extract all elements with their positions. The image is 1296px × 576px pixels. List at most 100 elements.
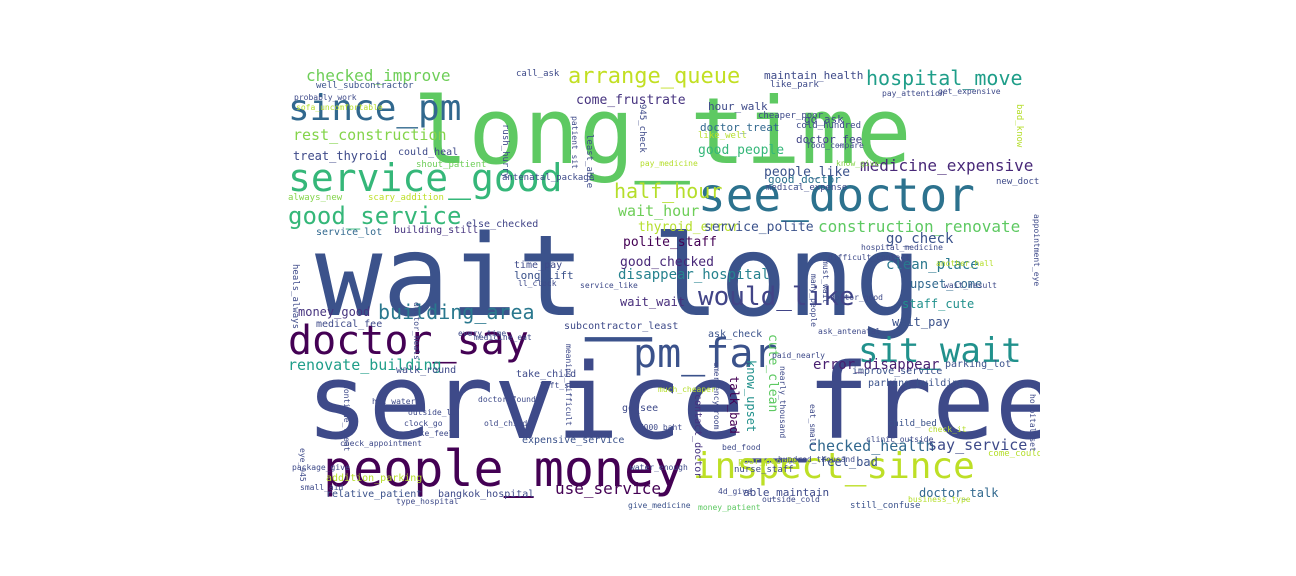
word: least_able — [584, 134, 594, 189]
word: cheaper_poor — [758, 111, 824, 121]
word: like_well — [698, 131, 747, 141]
word: upset_come — [910, 277, 983, 291]
word: type_hospital — [396, 497, 459, 506]
word: new_doctor — [996, 177, 1040, 187]
word: go_check — [886, 231, 954, 247]
word: small_aid — [300, 483, 344, 492]
word: doctor_talk — [919, 486, 999, 500]
word: doctor_say — [288, 318, 529, 364]
word: well_subcontractor — [316, 81, 414, 91]
word: appointment_eye — [1032, 214, 1040, 287]
word: good_people — [698, 143, 785, 158]
word: another_hall — [936, 259, 994, 268]
word: subcontractor_least — [564, 321, 679, 332]
word: hundred_thousand — [778, 455, 856, 464]
word: time_pay — [514, 260, 563, 271]
word: thyroid_error — [638, 220, 740, 235]
word: construction_renovate — [818, 217, 1021, 236]
word: like_feel — [410, 429, 454, 438]
word: doctor_good — [830, 293, 883, 302]
word: medical_expense — [766, 183, 848, 193]
word: wait_result — [944, 281, 997, 290]
word: 4d_give — [718, 487, 752, 496]
word: go_see — [622, 403, 659, 414]
word: outside_cold — [762, 495, 820, 504]
word: lift_scary — [540, 381, 589, 390]
word: eat_small — [808, 404, 817, 448]
word: every_time — [458, 329, 507, 338]
word: medicine_eat — [474, 333, 532, 342]
word: renovate_building — [288, 356, 442, 374]
word: emergency_room — [712, 362, 721, 430]
word: many_people — [809, 274, 818, 327]
word: antenatal_package — [502, 173, 595, 183]
word: disappear_hospital — [618, 267, 770, 283]
word: rest_construction — [293, 126, 447, 144]
word: old_child — [484, 419, 528, 428]
word: could_heal — [398, 147, 459, 158]
word: else_checked — [466, 219, 539, 230]
word: 17000_baht — [634, 423, 683, 432]
word: clinic_outside — [866, 435, 934, 444]
word: hospital_set — [1028, 394, 1037, 452]
word: service_like — [580, 281, 638, 290]
word: walk_round — [396, 365, 457, 376]
word: money_good — [298, 305, 371, 319]
word: come_frustrate — [576, 93, 686, 108]
word: half_hour — [614, 179, 723, 203]
word: addition_parking — [326, 473, 423, 484]
word: continue_treat — [342, 384, 351, 452]
word: inspect_since — [693, 446, 975, 487]
word: able_maintain — [743, 486, 830, 499]
word: relative_patient — [326, 489, 423, 500]
word: maintain_health — [764, 69, 864, 82]
word: know_give — [836, 159, 880, 168]
word: ask_check — [708, 329, 763, 340]
word: ask_antenatal — [818, 327, 881, 336]
word-cloud: wait_long service_free long_time people_… — [288, 64, 1040, 512]
word: money_patient — [698, 503, 761, 512]
word: must_wait — [821, 260, 830, 304]
word: difficult_contact — [828, 253, 910, 262]
word: since_pm — [288, 88, 462, 129]
word: package_give — [292, 463, 350, 472]
word: doctor_heals — [412, 302, 421, 360]
word: pay_medicine — [640, 159, 698, 168]
word: heals_always — [290, 264, 300, 330]
word: good_checked — [620, 255, 714, 270]
word: feel_bad — [820, 455, 878, 469]
word: hot_water — [372, 397, 416, 406]
word: come_could — [988, 449, 1040, 459]
word: long_time — [413, 78, 912, 185]
word: wait_wait — [620, 295, 686, 309]
word: service_good — [288, 156, 563, 200]
word: parking_lot — [945, 359, 1012, 370]
word: check_it — [928, 425, 967, 434]
word: clean_place — [886, 257, 979, 273]
word: shout_patient — [416, 160, 487, 170]
word: hour_walk — [708, 100, 768, 113]
word: improve_service — [852, 366, 943, 377]
word: treat_thyroid — [293, 149, 387, 163]
word: would_like — [698, 282, 855, 312]
word: arrange_queue — [568, 64, 741, 89]
word: polite_staff — [623, 235, 717, 250]
word: scary_addition — [368, 193, 444, 203]
word: service_lot — [316, 227, 383, 238]
word: water_enough — [630, 463, 688, 472]
word: call_ask — [516, 69, 560, 79]
word: good_doctor — [768, 173, 841, 186]
word: doctor_fee — [796, 133, 863, 146]
word: get_expensive — [938, 87, 1001, 96]
word: probably_work — [294, 93, 357, 102]
word: clock_go — [404, 419, 443, 428]
word: sofa_uncomfortable — [296, 103, 383, 112]
word: food_compare — [806, 141, 864, 150]
word: people_like — [764, 165, 851, 180]
word: see_doctor — [698, 168, 975, 222]
word: expensive_service — [522, 435, 625, 446]
word: long_lift — [514, 269, 574, 282]
word: nearly_thousand — [778, 366, 787, 439]
word: rush_hurry — [500, 124, 510, 179]
word: outside_ll — [408, 408, 457, 417]
